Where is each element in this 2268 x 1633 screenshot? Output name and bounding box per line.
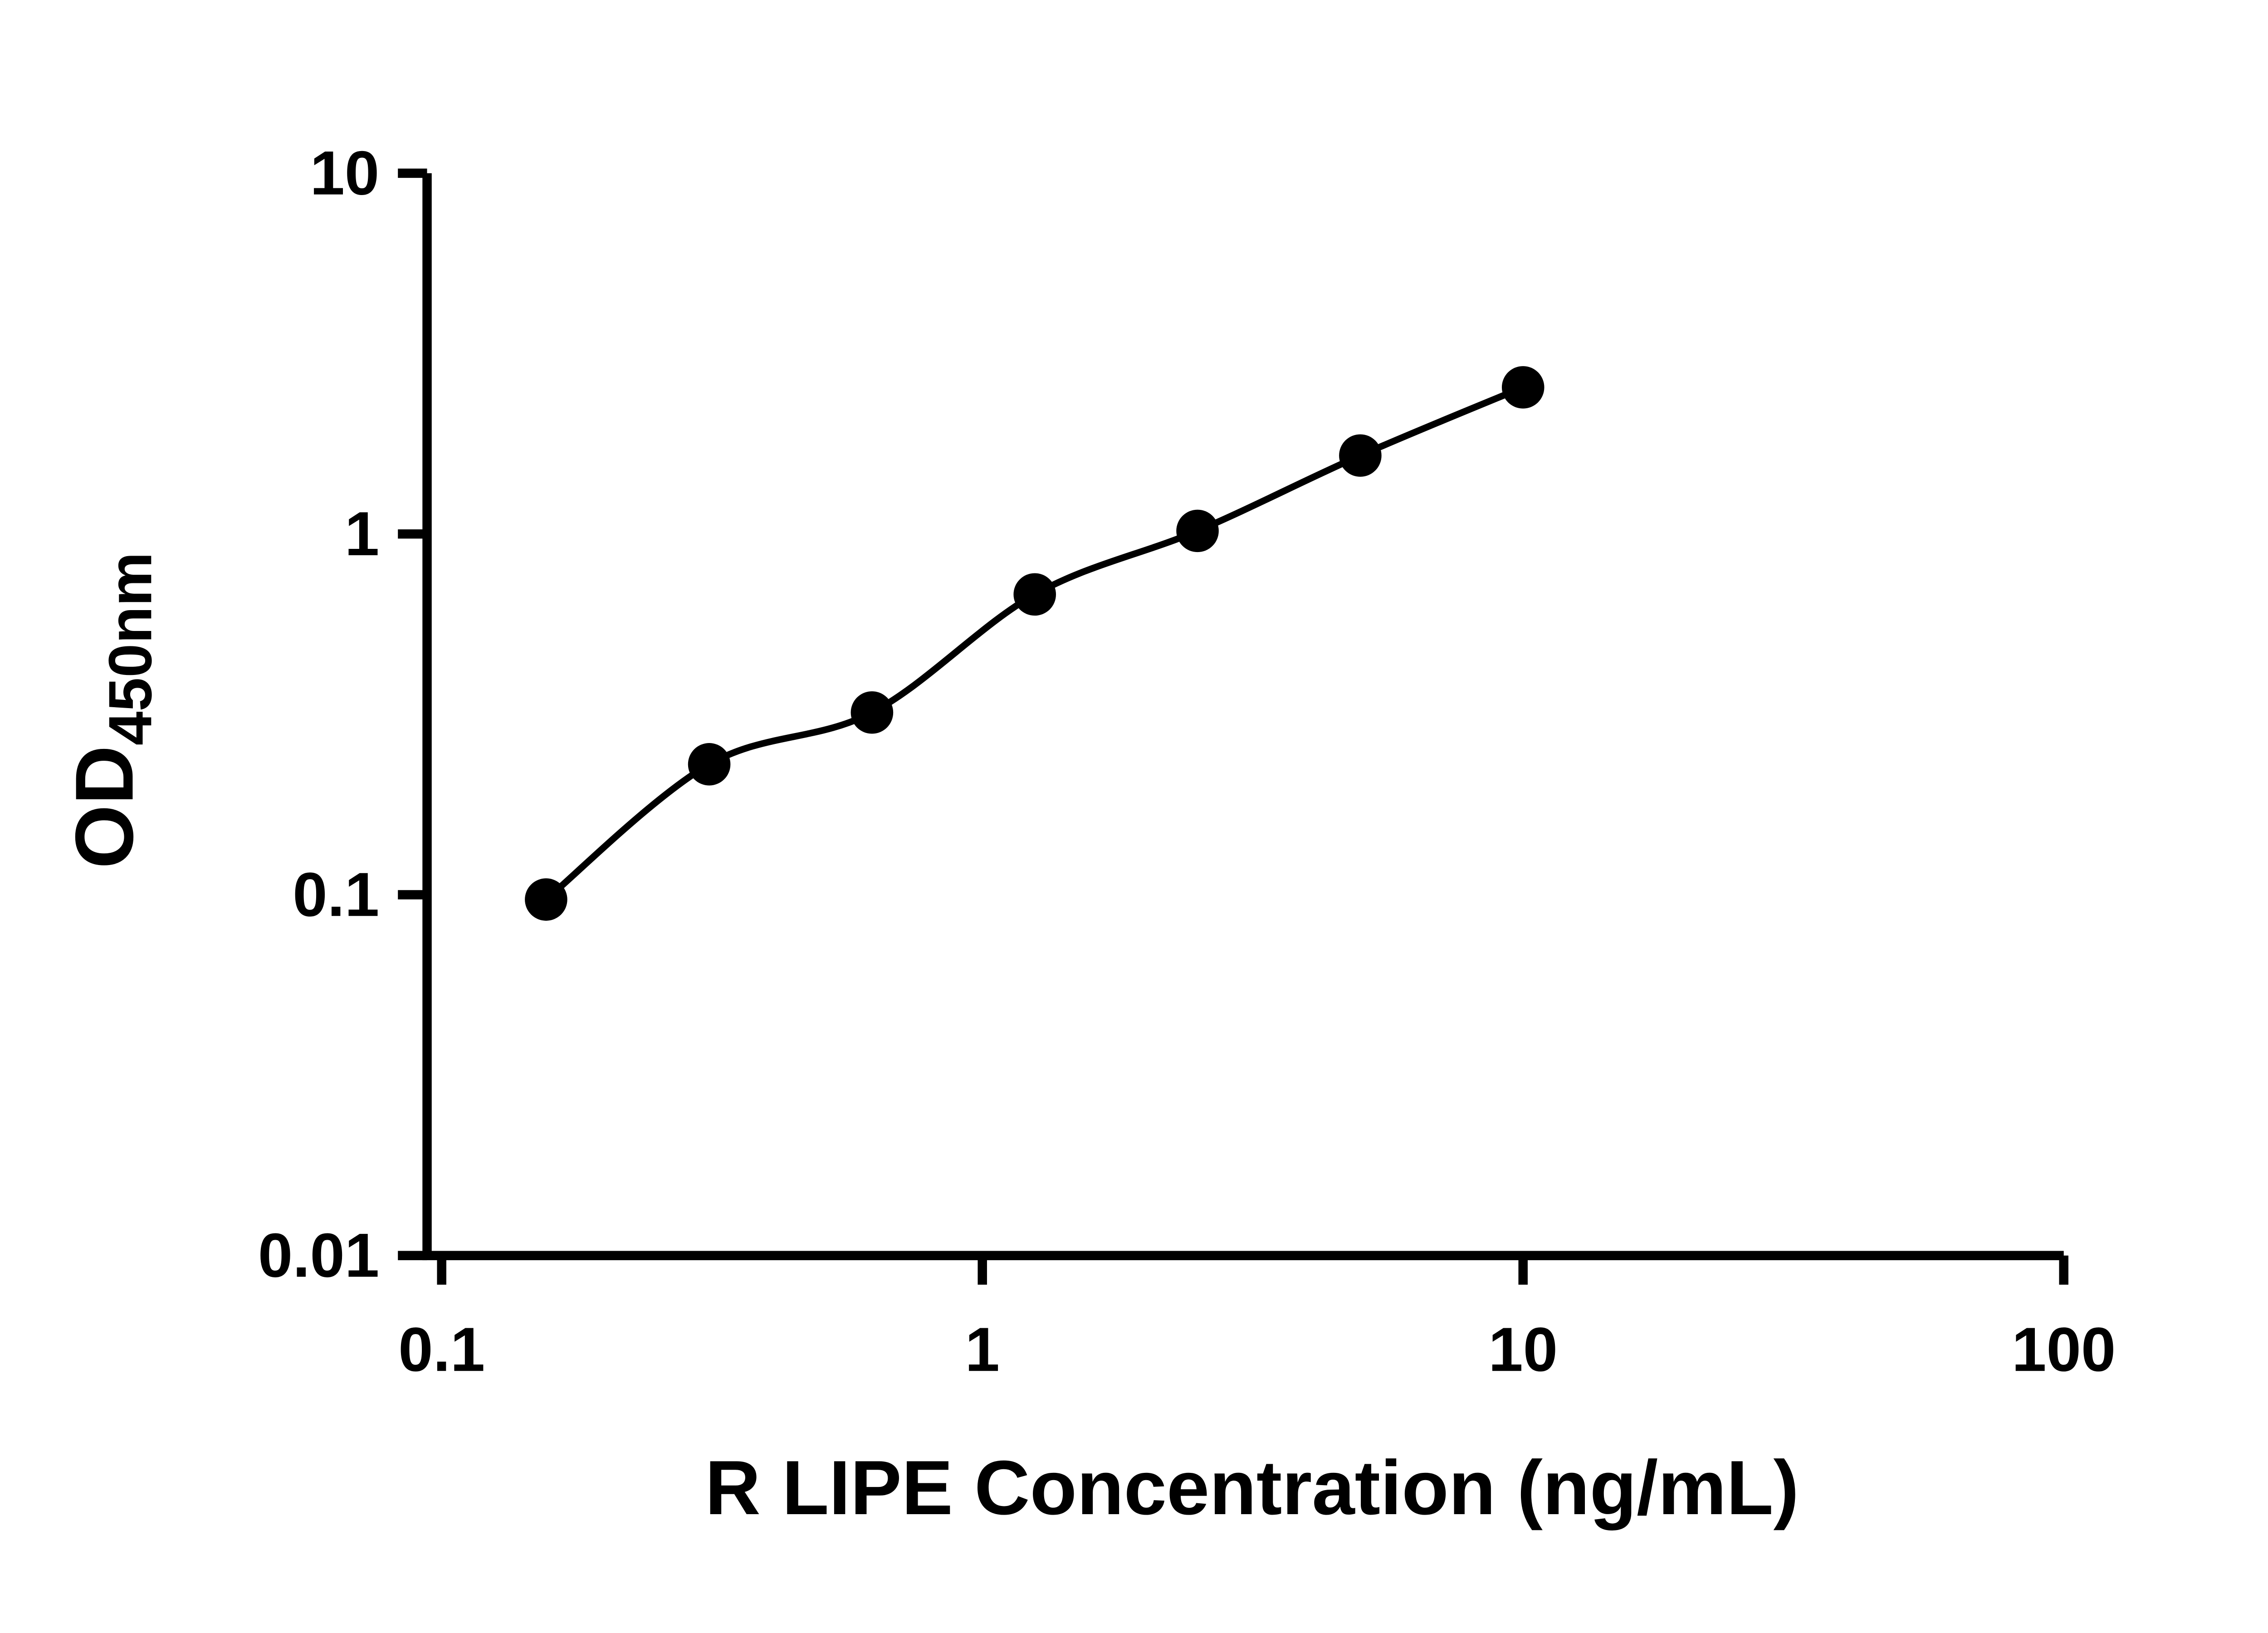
plot-area: 0.01 0.1 1 10 0.1 1 10 100: [258, 139, 2116, 1385]
axis-line: [422, 173, 2064, 1261]
y-axis-title: OD450nm: [59, 552, 164, 869]
data-point: [688, 743, 731, 786]
y-axis-title-sub: 450nm: [96, 552, 164, 745]
x-axis-title: R LIPE Concentration (ng/mL): [705, 1444, 1799, 1530]
x-tick-label: 100: [2012, 1315, 2116, 1384]
data-point: [1176, 509, 1219, 552]
data-point: [1339, 434, 1382, 477]
data-point: [1501, 366, 1545, 409]
y-axis-title-main: OD: [59, 745, 150, 869]
y-tick-label: 10: [310, 139, 379, 208]
x-tick-label: 0.1: [398, 1315, 485, 1384]
data-point: [525, 878, 567, 921]
x-tick-label: 1: [965, 1315, 999, 1384]
data-point: [850, 691, 894, 734]
data-point: [1013, 573, 1056, 616]
x-tick-label: 10: [1488, 1315, 1558, 1384]
y-tick-label: 0.01: [258, 1221, 379, 1291]
y-tick-label: 1: [345, 499, 379, 569]
y-tick-label: 0.1: [293, 860, 379, 929]
